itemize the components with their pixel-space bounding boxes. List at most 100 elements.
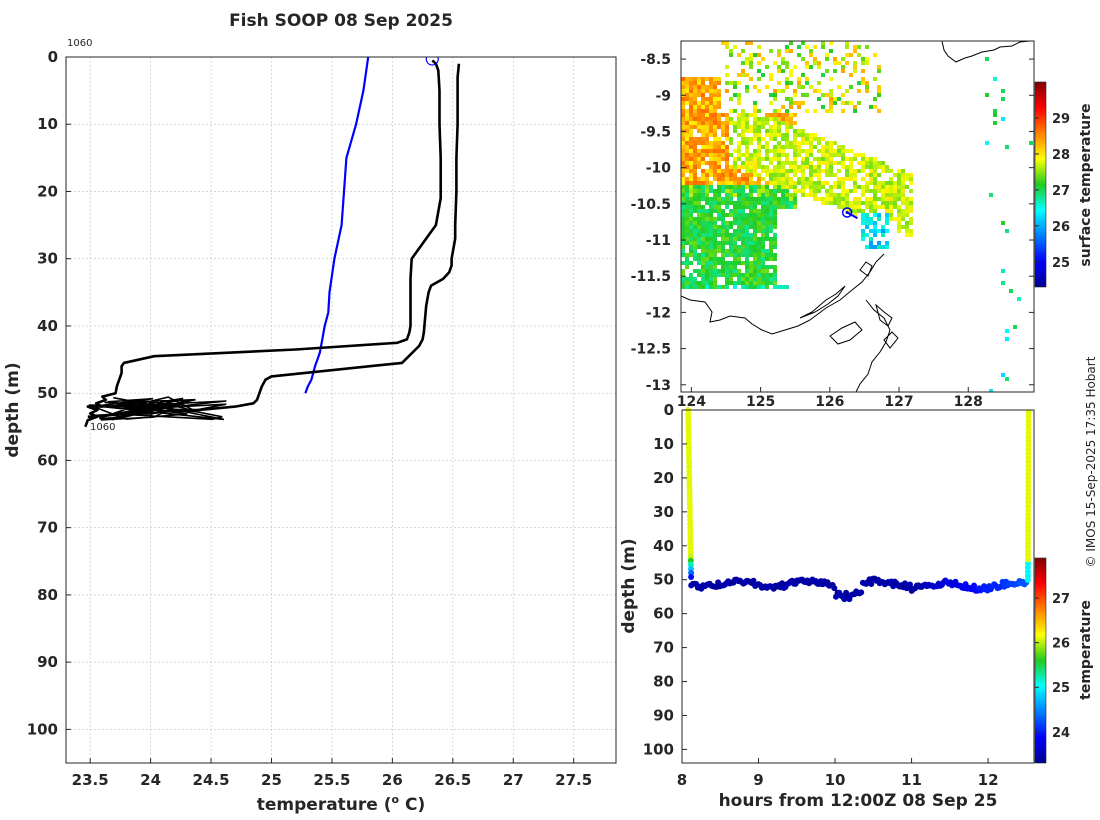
sst-pixel [709,237,713,241]
sst-pixel [733,45,737,49]
depth-time-point [687,553,694,560]
temperature-colorbar [1034,557,1047,764]
sst-pixel [781,197,785,201]
sst-pixel [753,197,757,201]
sst-pixel [705,145,709,149]
sst-pixel [869,105,873,109]
sst-pixel [697,281,701,285]
sst-pixel [701,217,705,221]
sst-pixel [705,273,709,277]
sst-pixel [717,137,721,141]
sst-pixel [873,165,877,169]
sst-pixel [785,129,789,133]
sst-pixel [789,49,793,53]
sst-pixel [725,133,729,137]
sst-pixel [689,97,693,101]
sst-pixel [693,125,697,129]
sst-pixel [689,101,693,105]
sst-pixel [737,201,741,205]
sst-pixel [777,189,781,193]
sst-pixel [785,109,789,113]
sst-pixel [689,105,693,109]
sst-pixel [769,209,773,213]
sst-pixel [861,169,865,173]
sst-pixel [817,141,821,145]
sst-pixel [753,101,757,105]
sst-pixel [717,225,721,229]
sst-pixel [893,205,897,209]
sst-pixel [773,157,777,161]
sst-pixel [761,225,765,229]
sst-pixel [737,165,741,169]
sst-pixel [733,177,737,181]
sst-pixel [729,265,733,269]
sst-pixel [813,173,817,177]
sst-pixel [865,161,869,165]
sst-pixel [757,277,761,281]
sst-pixel [773,185,777,189]
sst-pixel [817,189,821,193]
sst-pixel [689,181,693,185]
sst-pixel [769,237,773,241]
sst-pixel [701,137,705,141]
sst-pixel [789,73,793,77]
sst-pixel [793,113,797,117]
sst-pixel [701,197,705,201]
sst-pixel [681,205,685,209]
sst-pixel [753,173,757,177]
sst-pixel [693,185,697,189]
sst-pixel [713,189,717,193]
sst-pixel [733,201,737,205]
sst-pixel [781,117,785,121]
sst-pixel [721,41,725,45]
sst-pixel [693,189,697,193]
sst-pixel [785,133,789,137]
sst-pixel [897,185,901,189]
sst-pixel [749,125,753,129]
sst-pixel [825,161,829,165]
depth-time-x-tick-label: 10 [825,771,846,789]
sst-pixel [753,265,757,269]
sst-pixel [709,81,713,85]
sst-pixel [749,113,753,117]
sst-pixel [877,185,881,189]
sst-pixel [869,201,873,205]
sst-pixel [797,129,801,133]
sst-pixel [729,121,733,125]
sst-pixel [765,141,769,145]
sst-pixel [693,245,697,249]
sst-pixel [697,197,701,201]
sst-pixel [865,181,869,185]
sst-pixel [785,121,789,125]
sst-pixel [885,217,889,221]
sst-pixel [693,269,697,273]
sst-pixel [729,181,733,185]
sst-pixel [741,61,745,65]
sst-pixel [749,181,753,185]
sst-pixel [749,161,753,165]
sst-pixel [781,177,785,181]
sst-pixel [805,193,809,197]
sst-pixel [745,185,749,189]
sst-pixel [1001,97,1005,101]
sst-pixel [709,173,713,177]
sst-pixel [693,181,697,185]
sst-pixel [809,193,813,197]
sst-pixel [681,269,685,273]
sst-pixel [865,197,869,201]
sst-pixel [773,225,777,229]
sst-pixel [901,193,905,197]
sst-pixel [709,221,713,225]
sst-pixel [789,165,793,169]
sst-pixel [749,197,753,201]
sst-pixel [761,213,765,217]
sst-pixel [753,109,757,113]
sst-pixel [713,133,717,137]
sst-pixel [701,173,705,177]
sst-pixel [837,97,841,101]
sst-pixel [845,165,849,169]
sst-pixel [769,217,773,221]
map-ship-track [841,207,858,220]
sst-pixel [817,89,821,93]
sst-pixel [849,149,853,153]
